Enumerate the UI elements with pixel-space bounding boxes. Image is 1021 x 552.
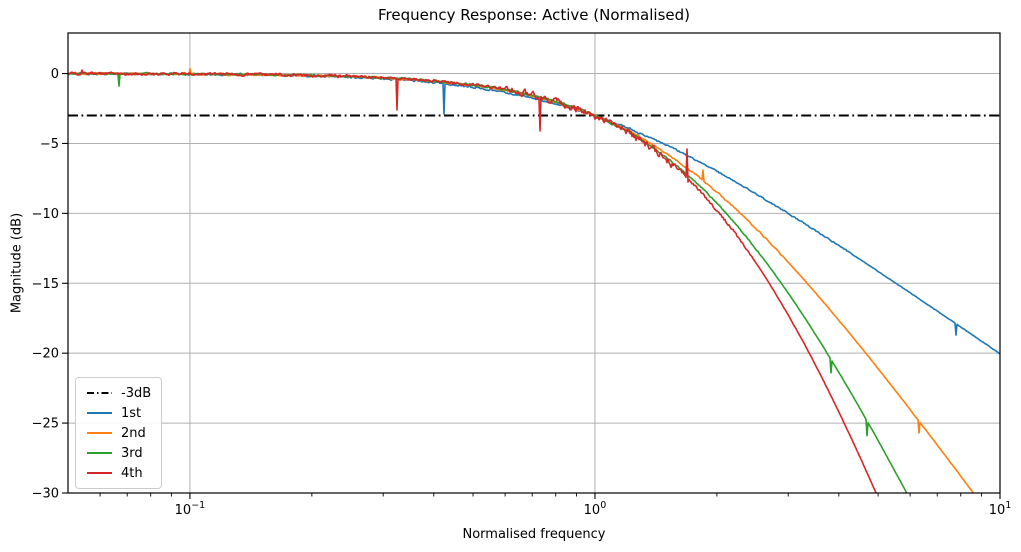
legend-line-sample	[87, 432, 112, 434]
y-tick-label: −10	[32, 207, 59, 222]
series-line-4th	[68, 69, 877, 493]
chart-title: Frequency Response: Active (Normalised)	[378, 6, 690, 24]
y-tick-label: −30	[32, 487, 59, 502]
y-tick-label: −15	[32, 277, 59, 292]
legend-entry-1st: 1st	[86, 403, 151, 423]
legend-entry-minus3db: -3dB	[86, 383, 151, 403]
y-tick-label: −25	[32, 417, 59, 432]
legend-entry-2nd: 2nd	[86, 423, 151, 443]
legend-entry-3rd: 3rd	[86, 443, 151, 463]
legend-entry-4th: 4th	[86, 463, 151, 483]
legend-label: 1st	[121, 405, 142, 421]
y-tick-label: 0	[51, 67, 59, 82]
legend-label: 3rd	[121, 445, 143, 461]
y-tick-label: −20	[32, 347, 59, 362]
y-axis-label: Magnitude (dB)	[9, 212, 25, 314]
legend-line-sample	[87, 472, 112, 474]
x-tick-label: 100	[584, 500, 607, 518]
x-tick-label: 101	[989, 500, 1012, 518]
y-tick-label: −5	[40, 137, 59, 152]
legend-label: 4th	[121, 465, 143, 481]
legend: -3dB 1st 2nd 3rd 4th	[75, 377, 163, 489]
plot-border	[67, 32, 1001, 494]
x-axis-label: Normalised frequency	[462, 527, 606, 542]
legend-line-sample	[87, 452, 112, 454]
legend-label: -3dB	[121, 385, 152, 401]
legend-label: 2nd	[121, 425, 146, 441]
legend-line-sample	[87, 412, 112, 414]
x-tick-label: 10−1	[175, 500, 206, 518]
legend-line-sample	[87, 392, 112, 394]
